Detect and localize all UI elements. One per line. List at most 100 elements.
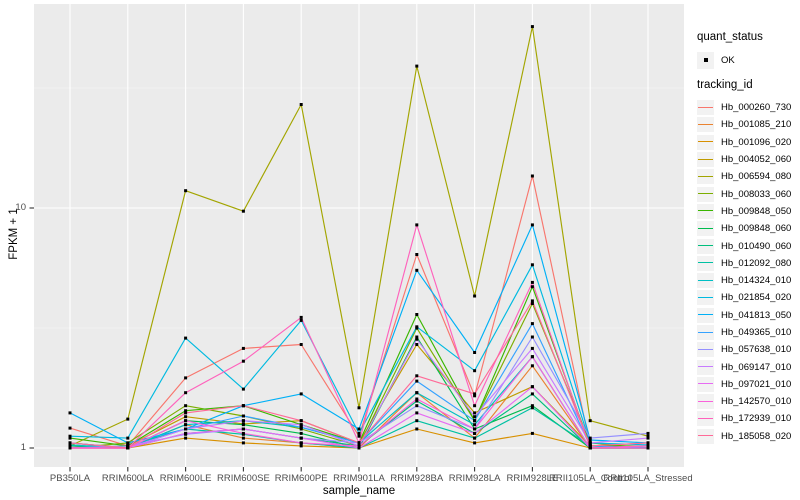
legend-key [697,51,714,69]
x-axis-title: sample_name [322,485,396,497]
legend-key [697,134,714,150]
line-swatch-icon [698,141,713,143]
legend-label: Hb_142570_010 [721,396,792,408]
legend-item-tracking-id: Hb_001085_210 [697,116,800,133]
legend-item-tracking-id: Hb_069147_010 [697,358,800,375]
legend-label: Hb_049365_010 [721,327,792,338]
y-tick-label: 10 [15,202,26,213]
legend-label: Hb_172939_010 [721,413,792,425]
legend-label: Hb_009848_060 [721,223,792,235]
y-tick-label: 1 [20,442,26,453]
legend-item-tracking-id: Hb_000260_730 [697,99,800,116]
legend-label: Hb_001096_020 [721,136,792,148]
legend-item-tracking-id: Hb_009848_060 [697,220,800,237]
legend-item-tracking-id: Hb_009848_050 [697,203,800,220]
line-swatch-icon [698,227,713,229]
legend-quant-status-items: OK [690,51,800,69]
x-tick-label: RRIM928LA [448,473,501,484]
legend-item-tracking-id: Hb_097021_010 [697,376,800,393]
legend-item-tracking-id: Hb_185058_020 [697,428,800,445]
x-tick-label: RRII105LA_Control [548,473,632,484]
legend-key [697,411,714,427]
legend-key [697,342,714,358]
legend-key [697,117,714,133]
line-swatch-icon [698,331,713,333]
line-swatch-icon [698,193,713,195]
legend-tracking-id-items: Hb_000260_730 Hb_001085_210 Hb_001096_020 H… [690,99,800,445]
line-swatch-icon [698,383,713,385]
line-swatch-icon [698,435,713,437]
legend-label: Hb_021854_020 [721,292,792,304]
x-tick-label: RRIM600SE [216,473,270,484]
legend: quant_status OK tracking_id Hb_000260_73… [690,31,800,445]
legend-key [697,152,714,168]
legend-label: Hb_057638_010 [721,344,792,356]
legend-label: Hb_001085_210 [721,119,792,131]
line-swatch-icon [698,348,713,350]
legend-label: Hb_006594_080 [721,171,792,183]
legend-label: Hb_004052_060 [721,154,792,166]
line-swatch-icon [698,400,713,402]
legend-item-tracking-id: Hb_172939_010 [697,410,800,427]
x-tick-label: RRIM901LA [333,473,385,484]
legend-item-tracking-id: Hb_006594_080 [697,168,800,185]
x-tick-label: RRIM600PE [274,473,328,484]
legend-title-quant-status: quant_status [697,31,763,43]
legend-label: Hb_012092_080 [721,257,792,269]
legend-item-tracking-id: Hb_001096_020 [697,134,800,151]
line-swatch-icon [698,279,713,281]
legend-title-tracking-id: tracking_id [697,79,753,91]
legend-item-tracking-id: Hb_041813_050 [697,307,800,324]
legend-key [697,307,714,323]
line-swatch-icon [698,262,713,264]
legend-label: Hb_014324_010 [721,275,792,287]
legend-label: Hb_010490_060 [721,240,792,252]
legend-label: Hb_069147_010 [721,361,792,373]
legend-item-tracking-id: Hb_004052_060 [697,151,800,168]
line-swatch-icon [698,210,713,212]
legend-key [697,186,714,202]
legend-key [697,169,714,185]
point-marker-icon [703,58,708,62]
legend-label: Hb_000260_730 [721,102,792,114]
x-tick-label: RRIM600LA [101,473,154,484]
line-swatch-icon [698,106,713,108]
x-tick-label: RRIM600LE [159,473,212,484]
y-axis-title: FPKM + 1 [8,208,20,260]
legend-key [697,376,714,392]
legend-label: Hb_185058_020 [721,430,792,442]
legend-key [697,428,714,444]
line-swatch-icon [698,314,713,316]
legend-item-tracking-id: Hb_012092_080 [697,255,800,272]
x-tick-label: RRIM928LE [506,473,559,484]
legend-label: Hb_009848_050 [721,205,792,217]
legend-label: Hb_097021_010 [721,378,792,390]
legend-item-tracking-id: Hb_014324_010 [697,272,800,289]
line-swatch-icon [698,417,713,419]
legend-label: Hb_008033_060 [721,188,792,200]
line-swatch-icon [698,123,713,125]
legend-key [697,100,714,116]
line-swatch-icon [698,366,713,368]
line-swatch-icon [698,245,713,247]
legend-key [697,273,714,289]
legend-key [697,325,714,340]
x-tick-label: RRII105LA_Stressed [603,473,693,484]
legend-item-tracking-id: Hb_057638_010 [697,341,800,358]
legend-item-tracking-id: Hb_010490_060 [697,237,800,254]
legend-key [697,221,714,237]
legend-key [697,238,714,254]
legend-label: OK [721,54,735,66]
legend-key [697,290,714,306]
legend-label: Hb_041813_050 [721,309,792,321]
legend-item-tracking-id: Hb_021854_020 [697,289,800,306]
legend-item-tracking-id: Hb_008033_060 [697,185,800,202]
legend-key [697,359,714,375]
line-swatch-icon [698,175,713,177]
x-tick-label: RRIM928BA [390,473,444,484]
line-swatch-icon [698,296,713,298]
legend-key [697,394,714,410]
legend-item-quant-status: OK [697,51,800,69]
